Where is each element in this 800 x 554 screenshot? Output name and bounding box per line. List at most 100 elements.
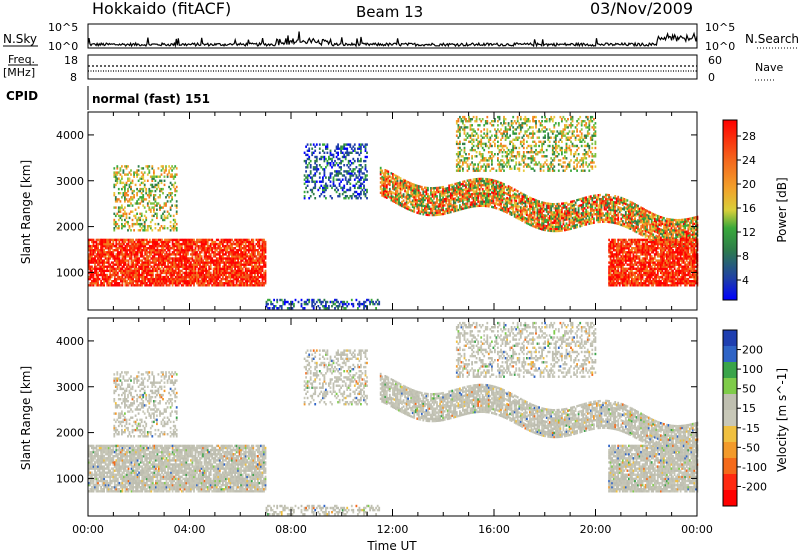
power-cell: [597, 218, 600, 222]
power-cell: [89, 257, 92, 260]
power-cell: [167, 247, 169, 250]
power-cell: [142, 244, 145, 248]
power-cell: [494, 187, 496, 191]
power-cell: [433, 195, 435, 198]
power-cell: [225, 269, 227, 273]
power-cell: [222, 277, 224, 281]
power-cell: [89, 277, 92, 281]
power-cell: [370, 300, 373, 304]
power-cell: [474, 190, 476, 193]
power-cell: [314, 166, 317, 169]
power-cell: [585, 212, 588, 216]
power-cell: [228, 282, 230, 285]
power-cell: [382, 180, 385, 183]
power-cell: [175, 206, 178, 209]
power-cell: [401, 200, 403, 204]
power-cell: [222, 273, 224, 277]
power-cell: [571, 208, 574, 211]
power-cell: [212, 280, 215, 283]
power-cell: [343, 184, 346, 187]
power-cell: [442, 210, 444, 214]
power-cell: [427, 205, 429, 208]
power-cell: [169, 194, 172, 197]
power-cell: [538, 212, 540, 216]
power-cell: [95, 277, 98, 281]
power-cell: [568, 209, 571, 212]
power-cell: [468, 185, 470, 188]
power-cell: [176, 253, 179, 256]
power-cell: [172, 167, 175, 170]
power-cell: [190, 280, 192, 283]
power-cell: [145, 192, 148, 195]
power-cell: [411, 203, 414, 206]
power-cell: [466, 191, 469, 195]
power-cell: [500, 196, 502, 199]
power-cell: [465, 206, 467, 210]
power-cell: [205, 271, 207, 275]
power-cell: [121, 242, 124, 246]
power-cell: [164, 280, 166, 283]
power-cell: [466, 200, 469, 203]
power-cell: [89, 269, 92, 273]
power-cell: [153, 169, 155, 172]
power-cell: [388, 192, 391, 195]
power-cell: [411, 191, 414, 194]
power-cell: [118, 277, 121, 281]
power-cell: [215, 253, 218, 256]
power-cell: [334, 170, 336, 173]
power-cell: [183, 240, 186, 244]
power-cell: [328, 176, 330, 179]
power-cell: [121, 165, 123, 168]
power-cell: [480, 200, 483, 203]
power-cell: [582, 211, 585, 215]
power-cell: [162, 277, 165, 281]
power-cell: [477, 192, 480, 195]
power-cell: [556, 202, 559, 206]
power-cell: [260, 247, 262, 250]
power-cell: [536, 212, 539, 215]
power-cell: [557, 217, 560, 220]
power-cell: [119, 173, 122, 176]
power-cell: [390, 192, 393, 196]
power-cell: [398, 199, 400, 202]
power-cell: [512, 210, 515, 213]
power-cell: [163, 225, 166, 228]
power-cell: [347, 170, 350, 173]
power-cell: [155, 284, 157, 287]
power-cell: [411, 201, 414, 204]
power-cell: [174, 269, 177, 273]
power-cell: [258, 251, 261, 254]
power-cell: [593, 221, 595, 224]
power-cell: [551, 227, 554, 231]
power-cell: [223, 273, 226, 277]
power-cell: [162, 247, 165, 250]
power-cell: [127, 240, 130, 244]
power-cell: [140, 187, 143, 191]
power-cell: [568, 223, 571, 227]
power-cell: [565, 201, 568, 205]
power-cell: [126, 238, 128, 242]
power-cell: [132, 284, 134, 287]
power-cell: [88, 240, 90, 244]
power-cell: [145, 261, 148, 264]
power-cell: [138, 265, 140, 268]
power-cell: [252, 267, 255, 270]
power-cell: [271, 307, 274, 310]
power-cell: [261, 267, 264, 270]
power-cell: [353, 143, 356, 146]
power-cell: [124, 196, 126, 199]
power-cell: [150, 249, 153, 252]
power-cell: [114, 222, 117, 226]
power-cell: [311, 190, 314, 194]
power-cell: [170, 238, 172, 242]
power-cell: [243, 244, 246, 248]
power-cell: [112, 271, 115, 275]
power-cell: [212, 273, 215, 277]
power-cell: [347, 151, 350, 154]
power-cell: [136, 282, 139, 285]
power-cell: [582, 199, 585, 202]
power-cell: [196, 244, 198, 248]
power-cell: [121, 204, 123, 207]
power-cell: [148, 251, 151, 254]
power-cell: [98, 265, 101, 268]
